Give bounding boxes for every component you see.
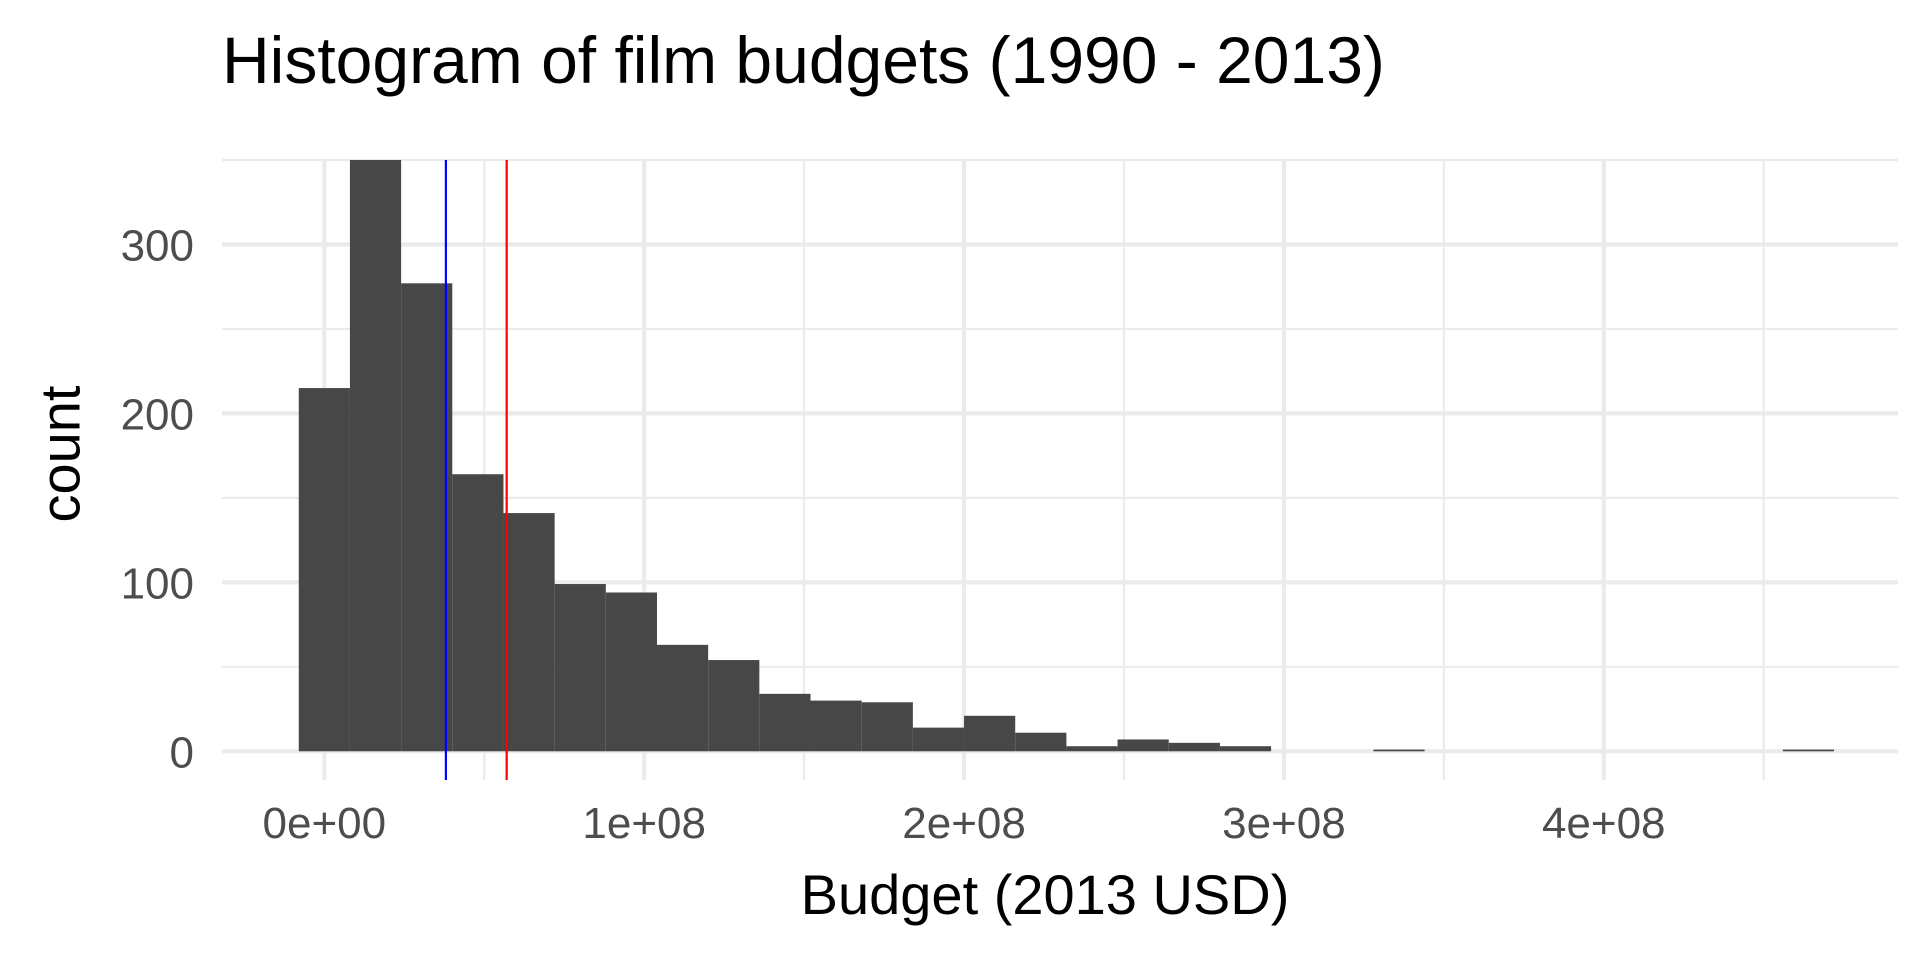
histogram-bar xyxy=(1168,742,1220,752)
histogram-bar xyxy=(759,693,811,752)
histogram-bar xyxy=(401,283,453,752)
y-tick-label: 0 xyxy=(170,728,194,777)
histogram-bar xyxy=(1373,749,1425,752)
histogram-bar xyxy=(810,700,862,752)
histogram-bar xyxy=(605,592,657,752)
histogram-bar xyxy=(554,584,606,752)
y-axis-label: count xyxy=(28,385,92,523)
histogram-bar xyxy=(298,388,350,752)
histogram-bar xyxy=(1015,732,1067,752)
histogram-bar xyxy=(452,474,504,752)
y-tick-label: 300 xyxy=(121,221,194,270)
histogram-bar xyxy=(861,702,913,752)
histogram-bar xyxy=(708,660,760,752)
x-axis-label: Budget (2013 USD) xyxy=(800,863,1290,926)
chart-title: Histogram of film budgets (1990 - 2013) xyxy=(222,23,1385,97)
grid-minor xyxy=(222,158,1898,780)
y-tick-label: 100 xyxy=(121,559,194,608)
histogram-bar xyxy=(912,727,965,752)
histogram-bar xyxy=(1117,739,1169,752)
histogram-bar xyxy=(503,513,555,752)
x-tick-label: 4e+08 xyxy=(1542,799,1666,848)
reference-lines xyxy=(444,160,508,780)
histogram-bars xyxy=(298,160,1835,752)
histogram-bar xyxy=(1219,746,1272,752)
x-tick-label: 2e+08 xyxy=(902,799,1026,848)
x-tick-label: 3e+08 xyxy=(1222,799,1346,848)
y-axis-ticks: 0 100 200 300 xyxy=(121,221,194,777)
x-tick-label: 0e+00 xyxy=(263,799,387,848)
histogram-bar xyxy=(349,160,402,752)
histogram-bar xyxy=(964,715,1016,752)
x-tick-label: 1e+08 xyxy=(582,799,706,848)
histogram-bar xyxy=(656,644,709,752)
y-tick-label: 200 xyxy=(121,390,194,439)
histogram-bar xyxy=(1782,749,1835,752)
x-axis-ticks: 0e+00 1e+08 2e+08 3e+08 4e+08 xyxy=(263,799,1666,848)
histogram-bar xyxy=(1066,746,1118,752)
